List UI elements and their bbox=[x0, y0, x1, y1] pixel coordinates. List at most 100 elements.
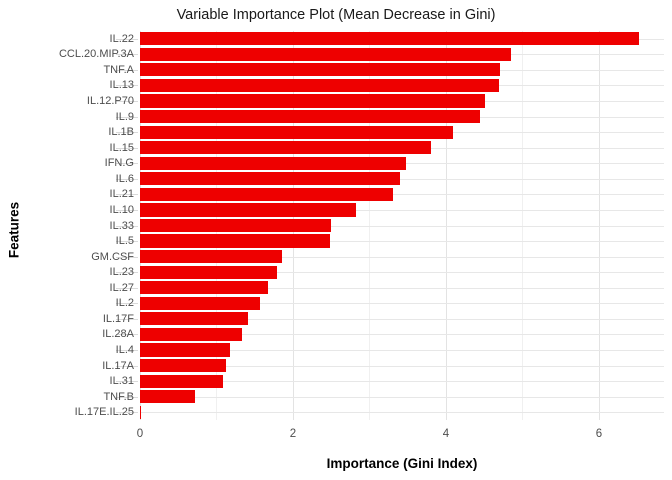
bar-IL.5 bbox=[140, 234, 331, 248]
y-axis-tick bbox=[116, 303, 138, 305]
gridline-row bbox=[140, 272, 664, 274]
x-tick-label: 6 bbox=[595, 428, 603, 440]
y-axis-label: IL.21 bbox=[109, 188, 134, 201]
y-axis-tick bbox=[116, 101, 138, 103]
bar-IL.4 bbox=[140, 343, 231, 357]
y-axis-label: IL.1B bbox=[108, 126, 134, 139]
y-axis-label: IL.31 bbox=[109, 375, 134, 388]
x-axis-title: Importance (Gini Index) bbox=[326, 456, 478, 471]
gridline-row bbox=[140, 209, 664, 211]
y-axis-label: IL.22 bbox=[109, 32, 134, 45]
y-axis-label: IL.15 bbox=[109, 141, 134, 154]
y-axis-label: TNF.B bbox=[103, 390, 134, 403]
y-axis-label: GM.CSF bbox=[91, 250, 134, 263]
bar-CCL.20.MIP.3A bbox=[140, 47, 511, 61]
y-axis-label: IL.28A bbox=[102, 328, 134, 341]
bar-IL.10 bbox=[140, 203, 356, 217]
bar-IFN.G bbox=[140, 156, 407, 170]
bar-IL.12.P70 bbox=[140, 94, 485, 108]
gridline-row bbox=[140, 381, 664, 383]
y-axis-label: IL.4 bbox=[115, 343, 134, 356]
y-axis-label: IL.6 bbox=[115, 172, 134, 185]
y-axis-tick bbox=[116, 256, 138, 258]
y-axis-tick bbox=[116, 69, 138, 71]
y-axis-tick bbox=[116, 287, 138, 289]
y-axis-tick bbox=[116, 381, 138, 383]
y-axis-label: IL.5 bbox=[115, 235, 134, 248]
chart-title: Variable Importance Plot (Mean Decrease … bbox=[176, 7, 496, 23]
plot-panel: IL.22 CCL.20.MIP.3A TNF.A IL.13 IL.12.P70 IL.… bbox=[59, 31, 664, 440]
bar-TNF.A bbox=[140, 63, 501, 77]
bar-IL.6 bbox=[140, 172, 401, 186]
bar-IL.13 bbox=[140, 78, 499, 93]
y-axis-tick bbox=[116, 272, 138, 274]
gridline-row bbox=[140, 225, 664, 227]
y-axis-tick bbox=[116, 163, 138, 165]
y-axis-label: CCL.20.MIP.3A bbox=[58, 48, 134, 61]
y-axis-tick bbox=[116, 132, 138, 134]
bar-IL.22 bbox=[140, 32, 639, 46]
y-axis-tick bbox=[116, 412, 138, 414]
gridline-row bbox=[140, 349, 664, 351]
y-axis-label: IL.12.P70 bbox=[86, 95, 134, 108]
gridline-row bbox=[140, 241, 664, 243]
y-axis-label: TNF.A bbox=[103, 63, 134, 76]
gridline-row bbox=[140, 194, 664, 196]
gridline-row bbox=[140, 365, 664, 367]
y-axis-label: IL.23 bbox=[109, 266, 134, 279]
gridline-row bbox=[140, 396, 664, 398]
y-axis-tick bbox=[116, 396, 138, 398]
y-axis-title: Features bbox=[6, 201, 22, 259]
gridline-row bbox=[140, 334, 664, 336]
gridline-row bbox=[140, 256, 664, 258]
bar-IL.21 bbox=[140, 187, 394, 201]
x-tick-label: 2 bbox=[289, 428, 297, 440]
y-axis-label: IL.9 bbox=[115, 110, 134, 123]
y-axis-label: IFN.G bbox=[104, 157, 134, 170]
bar-IL.33 bbox=[140, 218, 332, 233]
gridline-row bbox=[140, 287, 664, 289]
bar-IL.27 bbox=[140, 281, 268, 295]
bar-IL.17A bbox=[140, 358, 226, 373]
bar-TNF.B bbox=[140, 390, 196, 404]
bar-GM.CSF bbox=[140, 250, 283, 264]
bar-IL.15 bbox=[140, 141, 432, 155]
y-axis-label: IL.17F bbox=[102, 312, 134, 325]
x-tick-label: 4 bbox=[442, 428, 450, 440]
y-axis-tick bbox=[116, 365, 138, 367]
y-axis-tick bbox=[116, 318, 138, 320]
y-axis-tick bbox=[116, 85, 138, 87]
y-axis-tick bbox=[116, 54, 138, 56]
y-axis-tick bbox=[116, 334, 138, 336]
bar-IL.1B bbox=[140, 125, 453, 139]
bar-IL.31 bbox=[140, 374, 223, 388]
bar-IL.17F bbox=[140, 312, 248, 326]
y-axis-label: IL.13 bbox=[109, 79, 134, 92]
y-axis-label: IL.10 bbox=[109, 203, 134, 216]
y-axis-tick bbox=[116, 116, 138, 118]
gridline-row bbox=[140, 303, 664, 305]
y-axis-label: IL.2 bbox=[115, 297, 134, 310]
bar-IL.9 bbox=[140, 109, 480, 124]
y-axis-label: IL.17E.IL.25 bbox=[74, 406, 134, 419]
bar-IL.17E.IL.25 bbox=[140, 405, 141, 419]
y-axis-tick bbox=[116, 38, 138, 40]
y-axis-tick bbox=[116, 194, 138, 196]
y-axis-label: IL.17A bbox=[102, 359, 134, 372]
y-axis-tick bbox=[116, 349, 138, 351]
x-tick-label: 0 bbox=[136, 428, 144, 440]
y-axis-label: IL.27 bbox=[109, 281, 134, 294]
y-axis-tick bbox=[116, 178, 138, 180]
bar-IL.23 bbox=[140, 265, 277, 279]
y-axis-label: IL.33 bbox=[109, 219, 134, 232]
gridline-row bbox=[140, 412, 664, 414]
bar-IL.2 bbox=[140, 296, 261, 310]
y-axis-tick bbox=[116, 209, 138, 211]
y-axis-tick bbox=[116, 147, 138, 149]
gridline-row bbox=[140, 318, 664, 320]
y-axis-tick bbox=[116, 241, 138, 243]
y-axis-tick bbox=[116, 225, 138, 227]
gridline-row bbox=[140, 178, 664, 180]
bar-IL.28A bbox=[140, 327, 242, 341]
